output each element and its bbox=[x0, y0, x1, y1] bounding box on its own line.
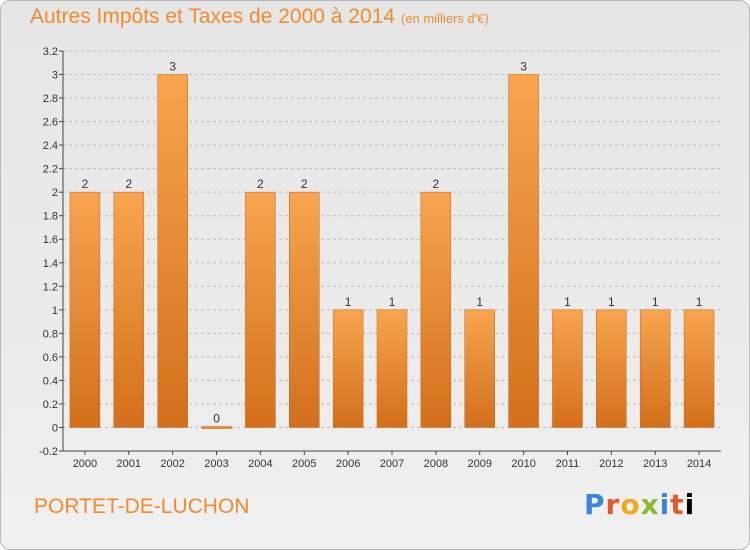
x-tick-label: 2009 bbox=[467, 458, 491, 470]
chart-subtitle: (en milliers d'€) bbox=[401, 11, 489, 26]
x-tick-label: 2013 bbox=[643, 458, 667, 470]
y-tick-label: 1 bbox=[52, 305, 58, 317]
x-tick-label: 2010 bbox=[511, 458, 535, 470]
x-tick-label: 2006 bbox=[336, 458, 360, 470]
data-label: 1 bbox=[652, 295, 659, 309]
y-tick-label: 0.4 bbox=[43, 375, 58, 387]
bar bbox=[420, 191, 452, 428]
data-label: 0 bbox=[213, 411, 220, 425]
x-tick-label: 2004 bbox=[248, 458, 272, 470]
logo-letter: x bbox=[640, 488, 660, 521]
data-label: 2 bbox=[125, 177, 132, 191]
x-tick-label: 2011 bbox=[556, 458, 580, 470]
y-tick-label: 3 bbox=[52, 70, 58, 82]
x-tick-label: 2003 bbox=[204, 458, 228, 470]
proxiti-logo: Proxiti bbox=[584, 488, 695, 521]
bar bbox=[639, 309, 671, 428]
y-tick-label: 2.2 bbox=[43, 164, 58, 176]
y-tick-label: 0.6 bbox=[43, 352, 58, 364]
data-label: 1 bbox=[476, 295, 483, 309]
data-label: 3 bbox=[520, 60, 527, 74]
y-tick-label: 1.6 bbox=[43, 234, 58, 246]
x-tick-label: 2007 bbox=[380, 458, 404, 470]
bar bbox=[332, 309, 364, 428]
chart-title-text: Autres Impôts et Taxes de 2000 à 2014 bbox=[30, 5, 396, 28]
y-tick-label: 2 bbox=[52, 187, 58, 199]
data-label: 1 bbox=[564, 295, 571, 309]
bar bbox=[376, 309, 408, 428]
data-label: 2 bbox=[301, 177, 308, 191]
chart-title: Autres Impôts et Taxes de 2000 à 2014 (en… bbox=[30, 5, 489, 29]
bar bbox=[245, 191, 276, 428]
data-label: 1 bbox=[345, 295, 352, 309]
x-tick-label: 2002 bbox=[160, 458, 184, 470]
bar bbox=[464, 309, 495, 428]
logo-letter: t bbox=[670, 488, 685, 521]
data-label: 1 bbox=[696, 295, 703, 309]
y-tick-label: 1.4 bbox=[43, 258, 58, 270]
y-tick-label: 1.8 bbox=[43, 211, 58, 223]
y-tick-label: 2.8 bbox=[43, 93, 58, 105]
x-tick-label: 2014 bbox=[687, 458, 711, 470]
bar bbox=[683, 309, 715, 428]
x-tick-label: 2001 bbox=[117, 458, 141, 470]
bar bbox=[201, 426, 232, 429]
bar bbox=[596, 309, 627, 428]
bar bbox=[508, 74, 539, 428]
x-tick-label: 2005 bbox=[292, 458, 316, 470]
y-tick-label: 1.2 bbox=[43, 281, 58, 293]
place-name: PORTET-DE-LUCHON bbox=[34, 495, 250, 518]
data-label: 2 bbox=[433, 177, 440, 191]
bar bbox=[552, 309, 583, 428]
y-tick-label: 2.6 bbox=[43, 117, 58, 129]
x-tick-label: 2012 bbox=[599, 458, 623, 470]
x-tick-label: 2000 bbox=[73, 458, 97, 470]
data-label: 1 bbox=[389, 295, 396, 309]
y-tick-label: 3.2 bbox=[43, 46, 58, 58]
y-tick-label: -0.2 bbox=[39, 446, 58, 458]
data-label: 2 bbox=[257, 177, 264, 191]
y-tick-label: 0.2 bbox=[43, 399, 58, 411]
bar bbox=[157, 74, 188, 428]
y-tick-label: 0.8 bbox=[43, 328, 58, 340]
data-label: 1 bbox=[608, 295, 615, 309]
y-tick-label: 0 bbox=[52, 422, 58, 434]
data-label: 3 bbox=[169, 60, 176, 74]
bar bbox=[289, 191, 320, 428]
bar bbox=[69, 191, 101, 428]
logo-letter: o bbox=[620, 488, 641, 521]
bar bbox=[113, 191, 145, 428]
data-label: 2 bbox=[82, 177, 89, 191]
x-tick-label: 2008 bbox=[424, 458, 448, 470]
logo-letter: i bbox=[684, 488, 696, 521]
logo-letter: r bbox=[605, 488, 621, 521]
y-tick-label: 2.4 bbox=[43, 140, 58, 152]
logo-letter: i bbox=[659, 488, 671, 521]
logo-letter: P bbox=[584, 488, 606, 521]
